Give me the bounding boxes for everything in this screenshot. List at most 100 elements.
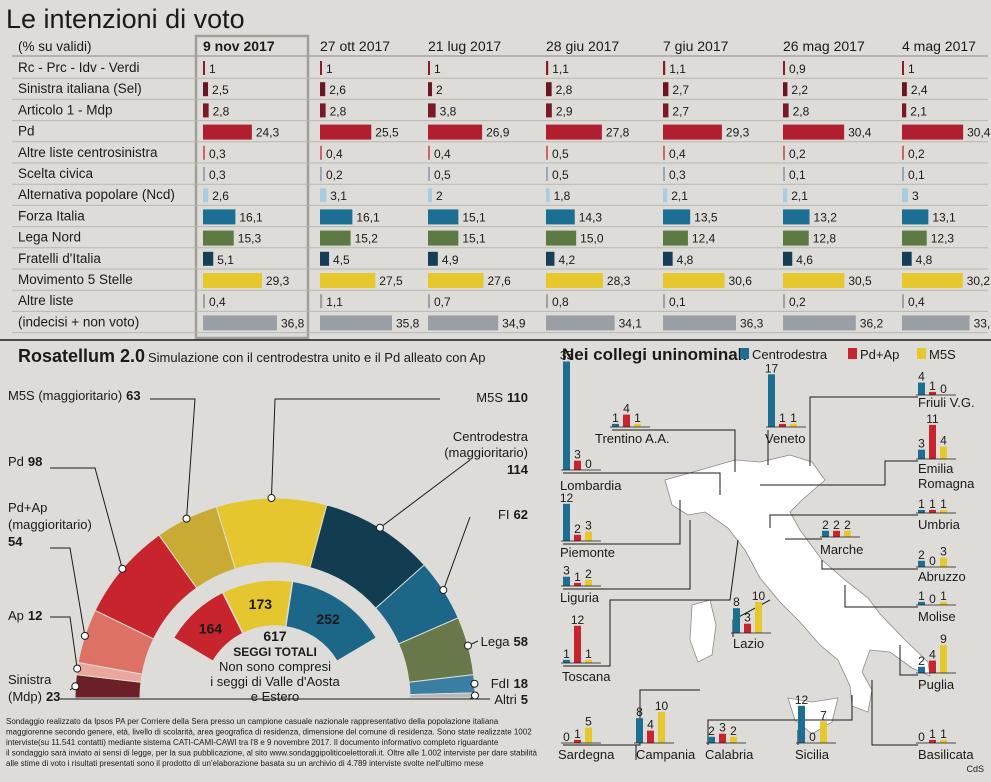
legend-swatch — [917, 348, 926, 359]
vote-bar — [783, 61, 785, 75]
vote-value: 30,5 — [848, 274, 872, 288]
vote-bar — [203, 188, 208, 202]
region-bar-value: 1 — [779, 411, 786, 425]
region-bar-value: 3 — [585, 519, 592, 533]
vote-value: 1,1 — [552, 62, 569, 76]
label-pd-value: 98 — [28, 454, 42, 469]
vote-value: 29,3 — [726, 126, 750, 140]
region-bar-value: 1 — [929, 497, 936, 511]
vote-value: 0,2 — [789, 147, 806, 161]
label-sinistra: Sinistra — [8, 672, 52, 687]
vote-bar — [203, 273, 262, 288]
vote-value: 33,6 — [974, 316, 991, 330]
region-bar-value: 1 — [574, 570, 581, 584]
region-bar-value: 2 — [708, 724, 715, 738]
vote-value: 2,4 — [911, 83, 928, 97]
vote-value: 24,3 — [256, 126, 280, 140]
vote-bar — [320, 82, 325, 96]
region-name: Friuli V.G. — [918, 395, 975, 410]
label-cd-value: 114 — [507, 462, 529, 477]
vote-bar — [663, 146, 665, 160]
label-ap-value: 12 — [28, 608, 42, 623]
vote-bar — [320, 294, 322, 308]
vote-value: 3,8 — [440, 104, 457, 118]
vote-value: 1,8 — [554, 189, 571, 203]
vote-bar — [663, 273, 725, 288]
vote-bar — [663, 231, 688, 246]
vote-value: 0,8 — [552, 295, 569, 309]
vote-value: 28,3 — [607, 274, 631, 288]
vote-value: 0,5 — [552, 168, 569, 182]
vote-bar — [663, 61, 665, 75]
region-bar-value: 0 — [563, 730, 570, 744]
region-bar-value: 4 — [623, 402, 630, 416]
vote-bar — [902, 231, 927, 246]
credit: CdS — [966, 764, 984, 774]
region-bar — [755, 602, 762, 633]
region-name: Puglia — [918, 677, 955, 692]
party-label: Fratelli d'Italia — [18, 251, 101, 266]
vote-value: 5,1 — [217, 253, 234, 267]
region-bar-value: 2 — [574, 522, 581, 536]
region-bar-value: 0 — [929, 554, 936, 568]
party-label: Altre liste — [18, 293, 74, 308]
vote-value: 26,9 — [486, 126, 510, 140]
vote-bar — [203, 209, 235, 224]
region-bar — [940, 645, 947, 673]
vote-bar — [203, 167, 205, 181]
vote-bar — [902, 103, 906, 117]
vote-bar — [320, 252, 329, 266]
region-bar-value: 8 — [733, 595, 740, 609]
vote-value: 2,9 — [556, 104, 573, 118]
vote-bar — [783, 125, 844, 140]
label-pdap-name: Pd+Ap — [8, 500, 47, 515]
region-bar-value: 12 — [795, 693, 809, 707]
party-label: Lega Nord — [18, 230, 81, 245]
vote-value: 25,5 — [375, 126, 399, 140]
region-bar — [623, 415, 630, 427]
party-label: Pd — [18, 124, 35, 139]
region-name: Liguria — [560, 590, 600, 605]
vote-bar — [320, 146, 322, 160]
vote-bar — [546, 61, 548, 75]
region-name-part: Romagna — [918, 476, 975, 491]
vote-value: 1,1 — [669, 62, 686, 76]
vote-value: 2,6 — [329, 83, 346, 97]
vote-bar — [546, 209, 575, 224]
region-bar — [929, 661, 936, 673]
vote-bar — [783, 231, 809, 246]
region-bar — [563, 577, 570, 586]
vote-value: 27,5 — [379, 274, 403, 288]
label-pdap-2-name: (maggioritario) — [8, 517, 92, 532]
region-bar-value: 1 — [574, 727, 581, 741]
vote-bar — [428, 125, 482, 140]
date-header: 28 giu 2017 — [546, 38, 619, 54]
center-note: i seggi di Valle d'Aosta — [210, 674, 340, 689]
center-note: Non sono compresi — [219, 659, 331, 674]
label-fdi-name: FdI — [491, 676, 510, 691]
region-bar-value: 9 — [940, 632, 947, 646]
vote-value: 3 — [912, 189, 919, 203]
region-name: Trentino A.A. — [595, 431, 670, 446]
vote-value: 16,1 — [356, 210, 380, 224]
vote-bar — [320, 231, 351, 246]
region-bar-value: 1 — [940, 497, 947, 511]
region-bar-value: 0 — [940, 382, 947, 396]
region-name: Piemonte — [560, 545, 615, 560]
region-bar-value: 3 — [918, 437, 925, 451]
vote-bar — [428, 103, 436, 117]
rosa-subtitle: Simulazione con il centrodestra unito e … — [148, 350, 485, 365]
vote-bar — [902, 252, 912, 266]
region-bar — [585, 728, 592, 744]
vote-value: 2,1 — [910, 104, 927, 118]
vote-bar — [663, 125, 722, 140]
vote-value: 2,8 — [330, 104, 347, 118]
vote-bar — [546, 103, 552, 117]
legend-label: M5S — [929, 347, 956, 362]
footnote-line: Sondaggio realizzato da Ipsos PA per Cor… — [6, 717, 499, 726]
vote-value: 15,0 — [580, 232, 604, 246]
vote-value: 4,2 — [558, 253, 575, 267]
vote-value: 14,3 — [579, 210, 603, 224]
